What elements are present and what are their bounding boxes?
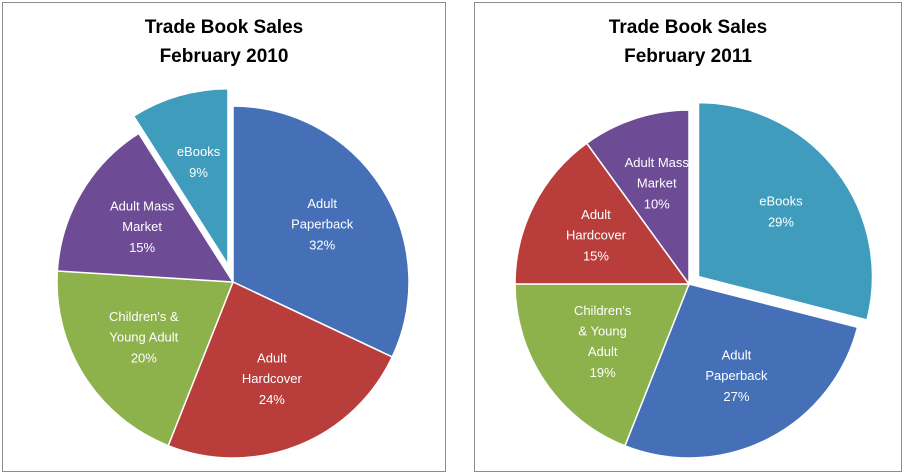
pie-slice [585,109,690,287]
slice-label: Children's & Young Adult [109,310,179,346]
pie-slice [232,105,410,358]
slice-value-label: 15% [129,240,155,255]
slice-label: Children's & Young Adult [574,303,632,359]
slice-value-label: 10% [644,197,670,212]
pie-slice [514,142,691,285]
slice-label: Adult Paperback [291,196,354,232]
pie-slice [514,283,691,447]
slice-value-label: 15% [583,249,609,264]
chart-subtitle: February 2010 [160,46,289,67]
slice-label: Adult Mass Market [110,199,175,235]
slice-value-label: 29% [768,214,794,229]
chart-subtitle: February 2011 [624,46,752,67]
chart-title: Trade Book Sales [609,17,767,38]
slice-label: eBooks [177,144,221,159]
slice-value-label: 32% [309,237,335,252]
slice-value-label: 19% [590,365,616,380]
slice-label: Adult Mass Market [625,156,690,192]
pie-slice [132,87,229,268]
pie-slice [623,283,859,459]
slice-label: Adult Hardcover [566,208,627,244]
slice-value-label: 20% [131,351,157,366]
pie-slice [56,132,235,283]
pie-slice [697,101,874,321]
slice-value-label: 9% [189,165,208,180]
slice-label: eBooks [759,194,803,209]
chart-title: Trade Book Sales [145,17,303,38]
pie-slice [167,280,394,459]
slice-value-label: 27% [723,389,749,404]
pie-slice [56,270,235,447]
slice-label: Adult Paperback [705,348,768,384]
slice-label: Adult Hardcover [242,351,303,387]
slice-value-label: 24% [259,392,285,407]
